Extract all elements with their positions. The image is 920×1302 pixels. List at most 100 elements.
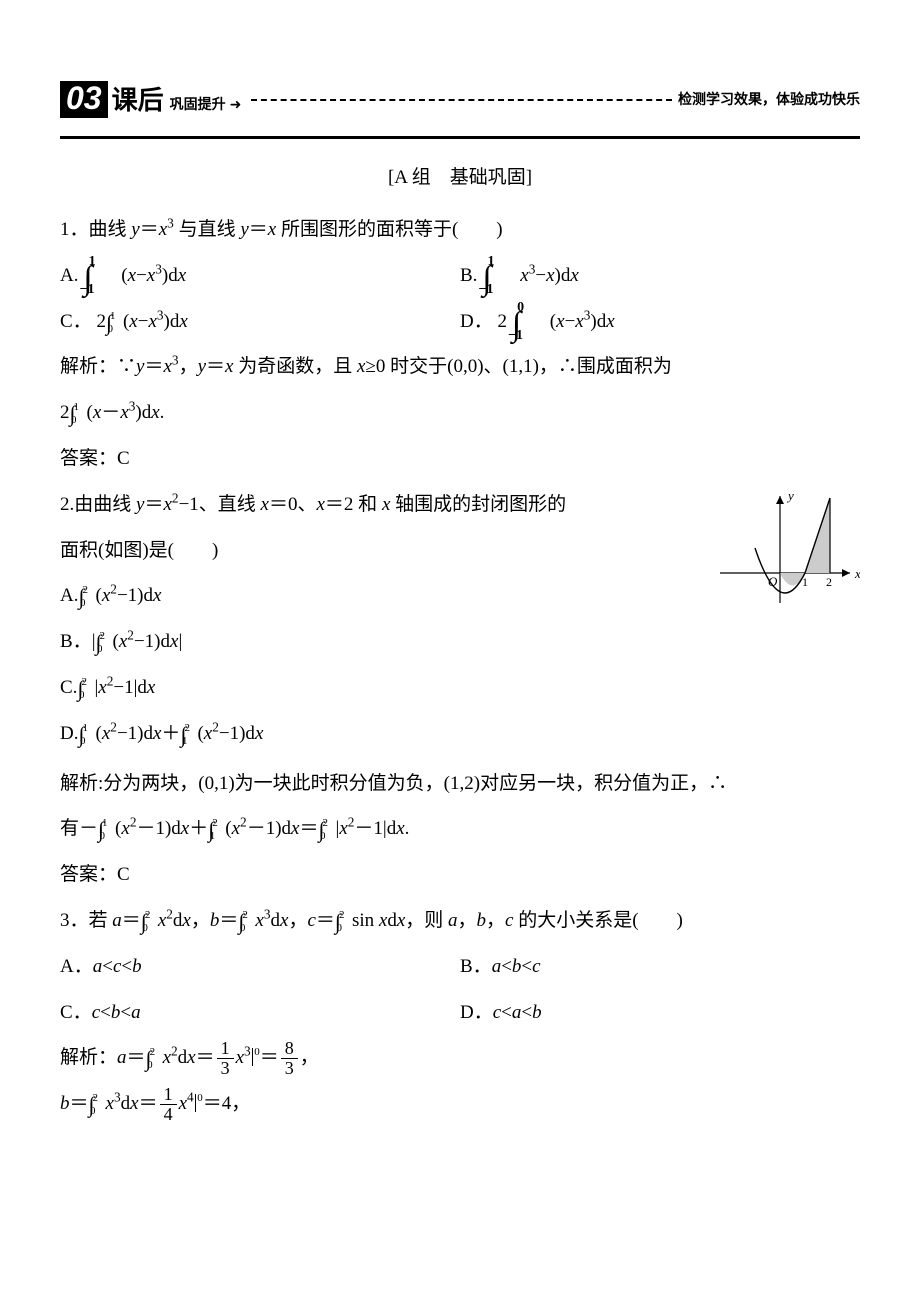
opt-b-expr: (x2−1)dx <box>113 631 179 652</box>
int-lower: 0 <box>97 643 103 655</box>
q3-option-b: B．a<b<c <box>460 946 860 988</box>
int-lower: 0 <box>71 414 77 426</box>
int-lower: 0 <box>90 1105 96 1117</box>
opt-text: D．c<a<b <box>460 1002 542 1023</box>
abs-close: | <box>178 631 182 652</box>
int-upper: 1 <box>102 817 108 829</box>
opt-b-label: B． <box>60 631 92 652</box>
ea-eq: ＝ <box>260 1047 279 1068</box>
int-lower: 0 <box>100 830 106 842</box>
int-upper: 2 <box>150 1046 156 1058</box>
small-integral: ∫20 <box>89 1083 106 1125</box>
int-lower: −1 <box>479 282 494 297</box>
small-integral: ∫10 <box>106 301 123 343</box>
header-bar: 03 课后 巩固提升 ➜ 检测学习效果，体验成功快乐 <box>60 80 860 118</box>
header-number: 03 <box>60 81 108 118</box>
small-integral: ∫20 <box>77 667 94 709</box>
int-lower: 0 <box>107 323 113 335</box>
small-integral: ∫10 <box>98 808 115 850</box>
int-upper: 2 <box>93 1092 99 1104</box>
int-upper: 1 <box>488 254 495 269</box>
eb-pre: b＝ <box>60 1093 89 1114</box>
frac-num: 1 <box>160 1085 177 1106</box>
q1-stem: 1．曲线 y＝x3 与直线 y＝x 所围图形的面积等于( ) <box>60 209 860 251</box>
q3-a-expr: x2dx <box>158 910 191 931</box>
opt-b-label: B. <box>460 265 477 286</box>
eb-expr: x3dx＝ <box>106 1093 158 1114</box>
q1-answer: 答案：C <box>60 438 860 480</box>
svg-text:O: O <box>768 574 778 589</box>
q1-option-d: D． 2 ∫0−1 (x−x3)dx <box>460 301 860 343</box>
int-lower: 0 <box>320 830 326 842</box>
ea-expr: x2dx＝ <box>163 1047 215 1068</box>
small-integral: ∫20 <box>96 621 113 663</box>
q3-c-expr: sin xdx <box>352 910 405 931</box>
header-underline <box>60 136 860 139</box>
small-integral: ∫20 <box>78 575 95 617</box>
frac-den: 3 <box>217 1059 234 1079</box>
eval-upper: 0 <box>197 1092 203 1104</box>
int-upper: 1 <box>74 401 80 413</box>
int-upper: 2 <box>339 909 345 921</box>
eb-eq: ＝4， <box>203 1093 251 1114</box>
q3-b-expr: x3dx <box>255 910 288 931</box>
small-integral: ∫20 <box>318 808 335 850</box>
opt-c-label: C． <box>60 311 92 332</box>
frac-num: 1 <box>217 1039 234 1060</box>
explain-label: 解析： <box>60 1047 117 1068</box>
q2-answer: 答案：C <box>60 854 860 896</box>
q2-exp-text: 分为两块，(0,1)为一块此时积分值为负，(1,2)对应另一块，积分值为正，∴ <box>103 773 727 794</box>
q1-explain-1: 解析：∵y＝x3，y＝x 为奇函数，且 x≥0 时交于(0,0)、(1,1)，∴… <box>60 346 860 388</box>
int-upper: 2 <box>83 584 89 596</box>
answer-value: C <box>117 448 130 469</box>
q2-block: x y O 1 2 2.由曲线 y＝x2−1、直线 x＝0、x＝2 和 x 轴围… <box>60 484 860 896</box>
eval-upper: 0 <box>254 1046 260 1058</box>
int-lower: 0 <box>142 922 148 934</box>
fraction: 83 <box>281 1039 298 1080</box>
frac-den: 3 <box>281 1059 298 1079</box>
small-integral: ∫10 <box>78 713 95 755</box>
q1-options-row2: C． 2∫10(x−x3)dx D． 2 ∫0−1 (x−x3)dx <box>60 301 860 343</box>
q1-stem-text: 1．曲线 y＝x3 与直线 y＝x 所围图形的面积等于( ) <box>60 219 503 240</box>
opt-c-label: C. <box>60 677 77 698</box>
small-integral: ∫20 <box>146 1037 163 1079</box>
e2-expr: (x2－1)dx <box>225 818 299 839</box>
int-upper: 1 <box>89 254 96 269</box>
q3-mid1: ，b＝ <box>191 910 239 931</box>
ea-pre: a＝ <box>117 1047 146 1068</box>
d1-expr: (x2−1)dx <box>96 723 162 744</box>
svg-text:2: 2 <box>826 575 832 589</box>
q3-explain-a: 解析：a＝∫20x2dx＝13x30＝83， <box>60 1037 860 1079</box>
opt-text: B．a<b<c <box>460 956 541 977</box>
small-integral: ∫20 <box>335 900 352 942</box>
q2-figure: x y O 1 2 <box>710 488 860 624</box>
fraction: 14 <box>160 1085 177 1126</box>
q3-options-row2: C．c<b<a D．c<a<b <box>60 992 860 1034</box>
small-integral: ∫21 <box>180 713 197 755</box>
q3-pre: 3．若 a＝ <box>60 910 141 931</box>
svg-text:x: x <box>854 566 860 581</box>
arrow-icon: ➜ <box>230 97 242 114</box>
small-integral: ∫20 <box>141 900 158 942</box>
int-upper: 2 <box>145 909 151 921</box>
answer-value: C <box>117 864 130 885</box>
q1-option-b: B. ∫1−1 x3−x)dx <box>460 255 860 297</box>
int-upper: 2 <box>212 817 218 829</box>
opt-b-expr: x3−x)dx <box>520 265 579 286</box>
section-title: [A 组 基础巩固] <box>60 157 860 199</box>
q3-explain-b: b＝∫20x3dx＝14x40＝4， <box>60 1083 860 1125</box>
q3-option-a: A．a<c<b <box>60 946 460 988</box>
answer-label: 答案： <box>60 864 117 885</box>
fraction: 13 <box>217 1039 234 1080</box>
opt-a-expr: (x−x3)dx <box>121 265 186 286</box>
e1-expr: (x2－1)dx <box>115 818 189 839</box>
q1-option-a: A. ∫1−1 (x−x3)dx <box>60 255 460 297</box>
int-lower: 0 <box>79 689 85 701</box>
int-lower: −1 <box>508 328 523 343</box>
small-integral: ∫10 <box>70 392 87 434</box>
opt-c-expr: (x−x3)dx <box>123 311 188 332</box>
int-upper: 1 <box>83 722 89 734</box>
small-integral: ∫21 <box>208 808 225 850</box>
opt-d-expr: (x−x3)dx <box>550 311 615 332</box>
opt-a-expr: (x2−1)dx <box>96 585 162 606</box>
